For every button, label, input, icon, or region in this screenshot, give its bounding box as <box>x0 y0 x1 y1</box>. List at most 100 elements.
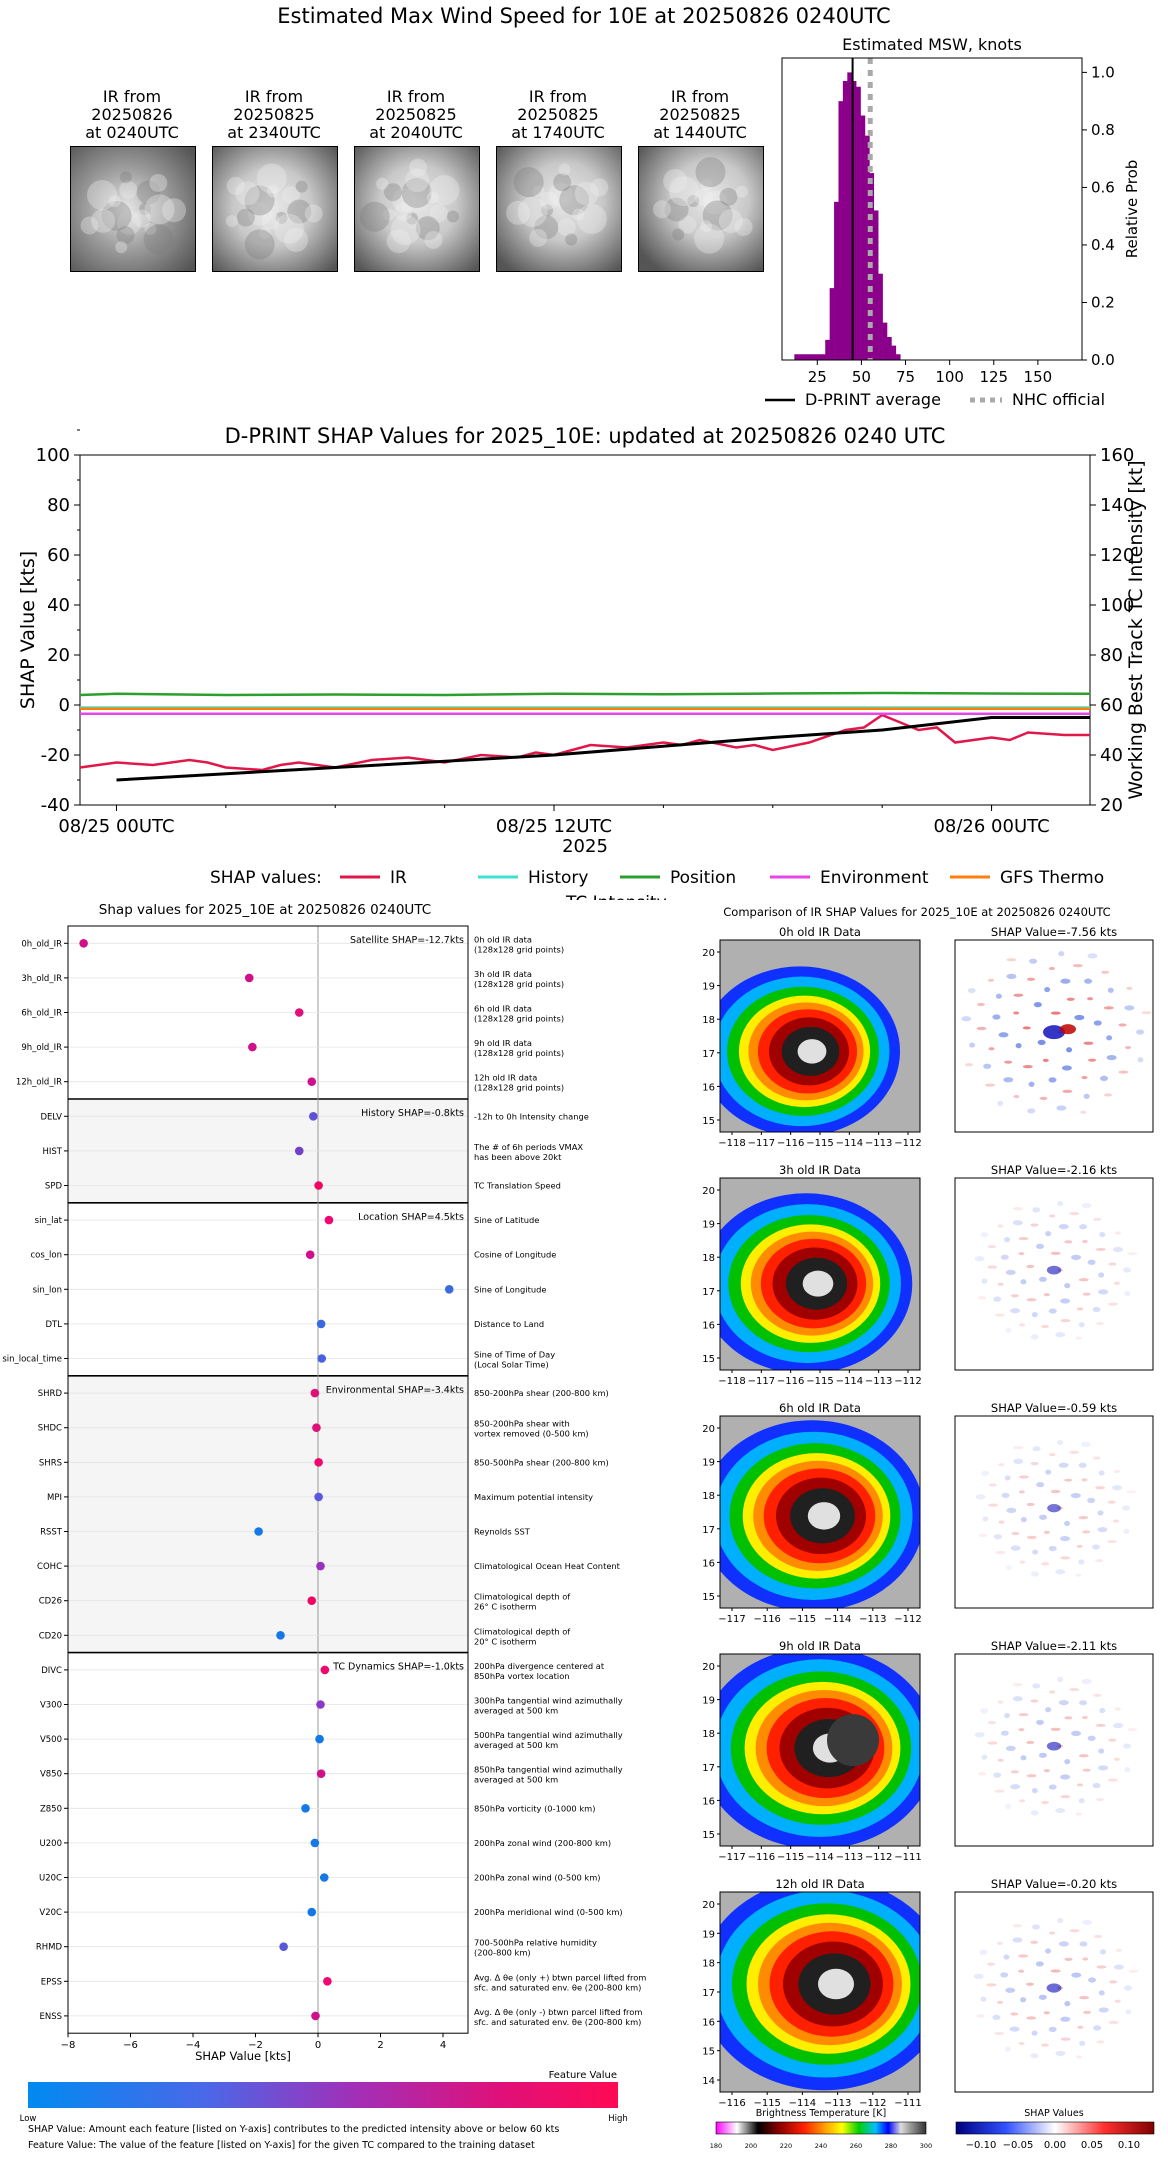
x-tick-label: 75 <box>896 368 915 386</box>
shap-feature-dotplot: Shap values for 2025_10E at 20250826 024… <box>2 902 646 2124</box>
shap-feature-blob <box>1041 1562 1050 1566</box>
feature-dot <box>310 1838 320 1848</box>
shap-feature-blob <box>1010 1784 1021 1790</box>
feature-desc: has been above 20kt <box>474 1152 562 1162</box>
shap-feature-blob <box>1098 1289 1109 1295</box>
feature-dot <box>254 1527 263 1536</box>
cloud-band <box>383 208 396 221</box>
shap-feature-blob <box>1057 1439 1064 1446</box>
shap-feature-blob <box>976 1026 987 1031</box>
shap-feature-blob <box>994 2031 1005 2036</box>
histogram-bar <box>829 288 835 360</box>
ir-x-tick-label: −112 <box>865 1852 892 1863</box>
cloud-band <box>244 185 275 216</box>
ir-x-tick-label: −115 <box>806 1376 833 1387</box>
x-tick-label: −8 <box>61 2040 76 2051</box>
feature-dot <box>314 1458 323 1467</box>
feature-desc: 0h old IR data <box>474 934 532 944</box>
shap-feature-blob <box>1049 1931 1056 1935</box>
timeseries-ylabel: SHAP Value [kts] <box>17 551 39 709</box>
group-label: TC Dynamics SHAP=-1.0kts <box>332 1662 464 1673</box>
ir-y-tick-label: 15 <box>702 1830 715 1841</box>
shap-feature-blob <box>1082 1530 1091 1534</box>
shap-feature-blob <box>1012 1207 1023 1211</box>
feature-name: EPSS <box>41 1977 62 1987</box>
shap-feature-blob <box>994 1789 1005 1793</box>
shap-feature-blob <box>1043 1530 1050 1534</box>
x-tick-label: 08/25 12UTC <box>496 816 612 837</box>
shap-feature-blob <box>1015 1043 1022 1049</box>
shap-feature-blob <box>1064 1283 1071 1289</box>
shap-feature-blob <box>1088 1058 1097 1062</box>
ir-panel-title: 12h old IR Data <box>775 1877 864 1891</box>
ir-x-tick-label: −116 <box>718 2098 745 2109</box>
shap-feature-blob <box>974 1256 985 1262</box>
shap-feature-blob <box>1081 1075 1088 1080</box>
shap-feature-blob <box>961 1016 972 1022</box>
shap-feature-blob <box>1060 1318 1071 1323</box>
cloud-band <box>281 186 300 205</box>
cloud-band <box>287 199 312 224</box>
colorbar-high-label: High <box>608 2114 628 2124</box>
shap-feature-blob <box>1069 1688 1080 1692</box>
shap-center-blob <box>1046 1983 1062 1993</box>
feature-desc: Distance to Land <box>474 1319 544 1329</box>
shap-feature-blob <box>1032 1549 1039 1555</box>
ir-y-tick-label: 18 <box>702 1015 715 1026</box>
y2-tick-label: 80 <box>1100 645 1123 666</box>
feature-dot <box>316 1700 325 1709</box>
shap-feature-blob <box>967 987 976 994</box>
cloud-band <box>376 177 389 190</box>
ir-x-tick-label: −112 <box>894 1614 921 1625</box>
shap-feature-blob <box>1081 1202 1092 1209</box>
feature-name: cos_lon <box>30 1251 62 1261</box>
cloud-band <box>284 227 309 252</box>
shap-feature-blob <box>1077 1307 1084 1311</box>
feature-dot <box>307 1596 317 1605</box>
ir-y-tick-label: 17 <box>702 1763 715 1774</box>
cloud-band <box>80 216 99 235</box>
x-tick-label: 4 <box>440 2040 446 2051</box>
cloud-band <box>149 173 168 192</box>
bt-colorbar-tick: 300 <box>920 2142 932 2150</box>
feature-dot <box>301 1804 310 1813</box>
shap-feature-blob <box>981 1754 988 1760</box>
feature-desc: averaged at 500 km <box>474 1775 558 1785</box>
shap-feature-blob <box>1048 2026 1057 2032</box>
feature-name: SPD <box>45 1182 63 1192</box>
cloud-band <box>694 187 713 206</box>
cloud-band <box>506 200 531 225</box>
feature-desc: averaged at 500 km <box>474 1740 558 1750</box>
shap-feature-blob <box>1082 1919 1093 1926</box>
dotplot-xlabel: SHAP Value [kts] <box>195 2049 291 2063</box>
shap-feature-blob <box>1079 1941 1088 1947</box>
histogram-title: Estimated MSW, knots <box>842 35 1022 54</box>
shap-feature-blob <box>1109 1980 1118 1984</box>
shap-feature-blob <box>1004 1060 1013 1064</box>
x-tick-label: 125 <box>979 368 1008 386</box>
feature-desc: 200hPa zonal wind (0-500 km) <box>474 1873 601 1883</box>
shap-feature-blob <box>1092 1544 1101 1550</box>
ir-y-tick-label: 15 <box>702 1354 715 1365</box>
ir-x-tick-label: −117 <box>748 1376 775 1387</box>
shap-feature-blob <box>1026 1740 1035 1745</box>
feature-name: U20C <box>39 1874 62 1884</box>
series-line-tc-intensity <box>116 716 1090 782</box>
y-tick-label: 0 <box>59 695 70 716</box>
legend-label: GFS Thermo <box>1000 868 1104 888</box>
shap-feature-blob <box>1123 1743 1132 1749</box>
feature-desc: 500hPa tangential wind azimuthally <box>474 1730 623 1740</box>
shap-feature-blob <box>1050 1969 1061 1973</box>
shap-feature-blob <box>1126 1490 1137 1494</box>
ir-y-tick-label: 16 <box>702 1082 715 1093</box>
feature-desc: Reynolds SST <box>474 1527 531 1537</box>
legend-average-label: D-PRINT average <box>805 390 941 409</box>
y-tick-label: 40 <box>47 595 70 616</box>
shap-feature-blob <box>1026 1298 1037 1302</box>
cloud-band <box>273 213 304 244</box>
shap-feature-blob <box>1004 1712 1011 1719</box>
feature-dot <box>311 2011 320 2021</box>
shap-feature-blob <box>1018 1954 1029 1958</box>
feature-dot <box>294 1008 304 1017</box>
shap-feature-blob <box>1009 2026 1020 2032</box>
